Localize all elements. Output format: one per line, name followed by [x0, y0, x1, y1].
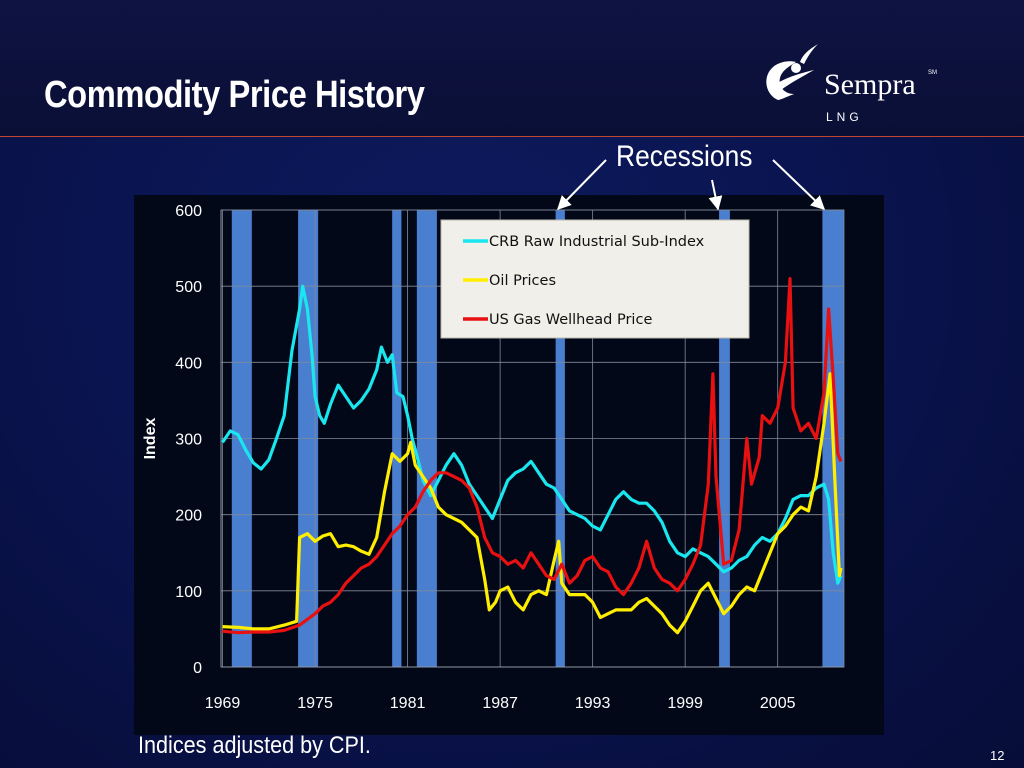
- y-tick-label: 400: [175, 355, 202, 372]
- y-tick-label: 300: [175, 432, 202, 449]
- y-tick-label: 100: [175, 584, 202, 601]
- x-tick-label: 1987: [482, 695, 518, 712]
- x-tick-label: 2005: [760, 695, 796, 712]
- logo-wordmark: Sempra: [824, 68, 916, 101]
- recession-arrow-middle: [708, 179, 723, 211]
- recession-arrow-right: [772, 159, 826, 210]
- page-number: 12: [990, 748, 1005, 763]
- legend-box: [440, 219, 750, 339]
- y-tick-label: 500: [175, 279, 202, 296]
- y-tick-label: 200: [175, 508, 202, 525]
- series-line-1: [221, 284, 843, 585]
- recessions-callout: Recessions: [616, 140, 753, 173]
- sempra-swirl-icon: [766, 44, 818, 100]
- y-tick-label: 0: [193, 660, 202, 677]
- x-tick-label: 1981: [390, 695, 426, 712]
- slide-title: Commodity Price History: [44, 74, 425, 116]
- x-tick-label: 1993: [575, 695, 611, 712]
- legend-label-1: CRB Raw Industrial Sub-Index: [489, 234, 705, 250]
- y-axis-title: Index: [142, 418, 159, 460]
- y-tick-label: 600: [175, 203, 202, 220]
- x-tick-label: 1999: [667, 695, 703, 712]
- plot-frame: [220, 209, 845, 668]
- legend-label-3: US Gas Wellhead Price: [489, 312, 652, 328]
- recession-arrow-left: [557, 159, 607, 211]
- logo-service-mark: SM: [928, 70, 937, 76]
- title-bar: [0, 0, 1024, 137]
- x-tick-label: 1975: [297, 695, 333, 712]
- sempra-logo: Sempra SM LNG: [760, 40, 940, 130]
- footnote: Indices adjusted by CPI.: [138, 732, 371, 759]
- series-line-3: [222, 277, 843, 635]
- legend-label-2: Oil Prices: [489, 273, 556, 289]
- logo-subtitle: LNG: [826, 110, 863, 124]
- x-tick-label: 1969: [205, 695, 241, 712]
